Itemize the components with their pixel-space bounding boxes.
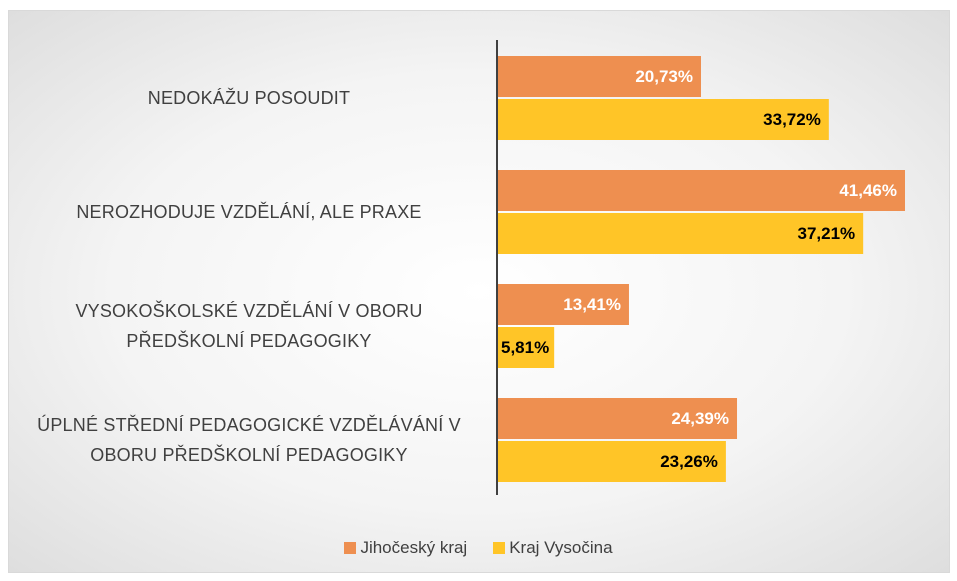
legend-item: Jihočeský kraj	[344, 538, 467, 558]
bar	[497, 441, 726, 482]
bar	[497, 56, 701, 97]
data-label: 13,41%	[563, 295, 621, 314]
data-label: 37,21%	[798, 224, 856, 243]
data-label: 5,81%	[501, 338, 549, 357]
category-label: ÚPLNÉ STŘEDNÍ PEDAGOGICKÉ VZDĚLÁVÁNÍ V O…	[37, 415, 461, 465]
category-label: VYSOKOŠKOLSKÉ VZDĚLÁNÍ V OBORU PŘEDŠKOLN…	[75, 301, 423, 351]
bar	[497, 284, 629, 325]
bar	[497, 99, 829, 140]
legend-swatch	[344, 542, 357, 554]
data-label: 41,46%	[839, 181, 897, 200]
data-label: 20,73%	[635, 67, 693, 86]
legend-item: Kraj Vysočina	[493, 538, 613, 558]
legend-label: Kraj Vysočina	[509, 538, 613, 557]
data-label: 24,39%	[671, 409, 729, 428]
bar	[497, 213, 864, 254]
data-label: 23,26%	[660, 452, 718, 471]
legend: Jihočeský kraj Kraj Vysočina	[0, 538, 957, 558]
legend-label: Jihočeský kraj	[360, 538, 468, 557]
bar	[497, 327, 555, 368]
category-label: NEROZHODUJE VZDĚLÁNÍ, ALE PRAXE	[76, 202, 422, 222]
bar	[497, 170, 905, 211]
category-label: NEDOKÁŽU POSOUDIT	[147, 88, 351, 108]
legend-swatch	[493, 542, 506, 554]
data-label: 33,72%	[763, 110, 821, 129]
bar	[497, 398, 738, 439]
